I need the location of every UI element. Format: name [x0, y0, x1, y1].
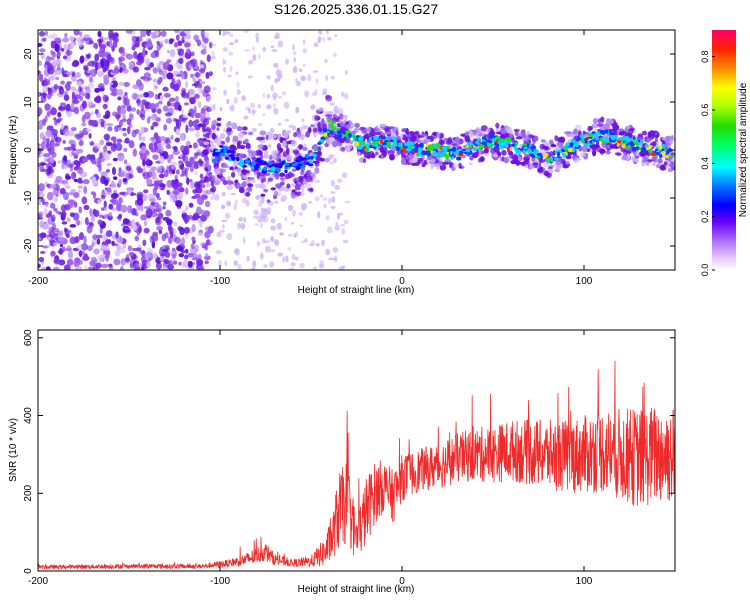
- snr-series-line: [38, 361, 675, 571]
- spectrogram-ytick-label: -20: [23, 238, 34, 253]
- spectrogram-dots: [38, 30, 675, 270]
- snr-panel: -200 -100 0 100 0 200 400 600 Height of straigh…: [8, 329, 676, 595]
- snr-xtick-label: 100: [576, 576, 593, 587]
- colorbar-tick-label: 0.4: [700, 157, 710, 170]
- spectrogram-xtick-label: -200: [28, 276, 48, 287]
- snr-xtick-label: 0: [399, 576, 405, 587]
- colorbar-tick-label: 0.0: [700, 264, 710, 277]
- colorbar: 0.0 0.2 0.4 0.6 0.8 Normalized spectral ampl…: [700, 30, 749, 276]
- colorbar-tick-label: 0.2: [700, 210, 710, 223]
- spectrogram-ylabel: Frequency (Hz): [8, 116, 19, 185]
- spectrogram-xlabel: Height of straight line (km): [298, 285, 415, 296]
- spectrogram-ytick-label: 10: [23, 96, 34, 108]
- snr-ytick-label: 0: [23, 568, 34, 574]
- snr-ytick-label: 600: [23, 329, 34, 346]
- snr-xlabel: Height of straight line (km): [298, 584, 415, 595]
- spectrogram-xtick-label: 0: [399, 276, 405, 287]
- spectrogram-ytick-label: 20: [23, 48, 34, 60]
- colorbar-gradient: [712, 30, 736, 270]
- colorbar-tick-label: 0.8: [700, 50, 710, 63]
- spectrogram-ytick-label: 0: [23, 147, 34, 153]
- colorbar-tick-label: 0.6: [700, 104, 710, 117]
- snr-xtick-label: -100: [210, 576, 230, 587]
- snr-frame: [37, 329, 676, 572]
- snr-ytick-label: 400: [23, 407, 34, 424]
- snr-ylabel: SNR (10 * v/v): [8, 418, 19, 482]
- spectrogram-xtick-label: -100: [210, 276, 230, 287]
- colorbar-axes: 0.0 0.2 0.4 0.6 0.8: [700, 50, 715, 276]
- snr-axes: -200 -100 0 100 0 200 400 600: [23, 329, 675, 587]
- snr-xtick-label: -200: [28, 576, 48, 587]
- figure-title: S126.2025.336.01.15.G27: [274, 1, 438, 17]
- spectrogram-xtick-label: 100: [576, 276, 593, 287]
- colorbar-label: Normalized spectral amplitude: [738, 82, 749, 217]
- snr-ytick-label: 200: [23, 484, 34, 501]
- spectrogram-ytick-label: -10: [23, 190, 34, 205]
